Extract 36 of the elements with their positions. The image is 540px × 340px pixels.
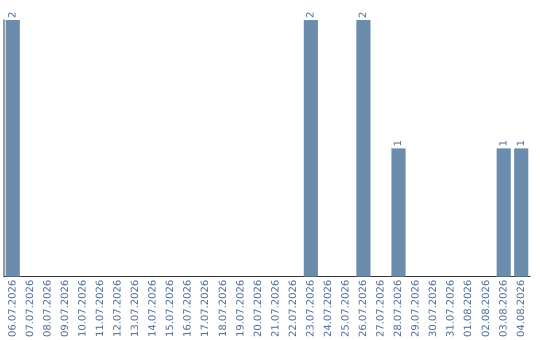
x-tick-label: 02.08.2026	[480, 280, 492, 338]
x-tick-label: 09.07.2026	[60, 280, 71, 338]
x-tick-label: 24.07.2026	[322, 280, 334, 338]
data-label: 1	[516, 140, 527, 146]
x-tick-label: 16.07.2026	[182, 280, 194, 338]
x-tick-label: 31.07.2026	[446, 280, 457, 338]
x-tick-label: 15.07.2026	[165, 280, 176, 338]
x-tick-label: 22.07.2026	[288, 280, 299, 338]
x-tick-label: 12.07.2026	[112, 280, 124, 338]
x-tick-label: 18.07.2026	[218, 280, 229, 338]
x-tick-label: 11.07.2026	[95, 280, 106, 338]
x-tick-label: 10.07.2026	[77, 280, 88, 338]
x-tick-label: 08.07.2026	[42, 280, 54, 338]
x-tick-label: 20.07.2026	[252, 280, 264, 338]
data-label: 1	[393, 140, 404, 146]
data-label: 1	[498, 140, 510, 146]
x-tick-label: 04.08.2026	[516, 280, 527, 338]
x-tick-label: 27.07.2026	[376, 280, 387, 338]
x-tick-label: 19.07.2026	[235, 280, 246, 338]
x-tick-label: 06.07.2026	[7, 280, 18, 338]
x-tick-label: 26.07.2026	[358, 280, 370, 338]
x-tick-label: 30.07.2026	[428, 280, 440, 338]
x-tick-label: 14.07.2026	[148, 280, 159, 338]
x-tick-label: 25.07.2026	[340, 280, 352, 338]
x-tick-label: 28.07.2026	[393, 280, 404, 338]
x-tick-label: 01.08.2026	[463, 280, 474, 338]
data-label: 2	[7, 12, 18, 18]
x-tick-label: 17.07.2026	[200, 280, 212, 338]
x-tick-label: 29.07.2026	[410, 280, 422, 338]
data-label: 2	[305, 12, 316, 18]
x-tick-label: 07.07.2026	[24, 280, 36, 338]
x-tick-label: 13.07.2026	[130, 280, 142, 338]
x-tick-label: 03.08.2026	[498, 280, 510, 338]
x-tick-label: 21.07.2026	[270, 280, 282, 338]
data-label: 2	[358, 12, 370, 18]
x-tick-label: 23.07.2026	[305, 280, 316, 338]
